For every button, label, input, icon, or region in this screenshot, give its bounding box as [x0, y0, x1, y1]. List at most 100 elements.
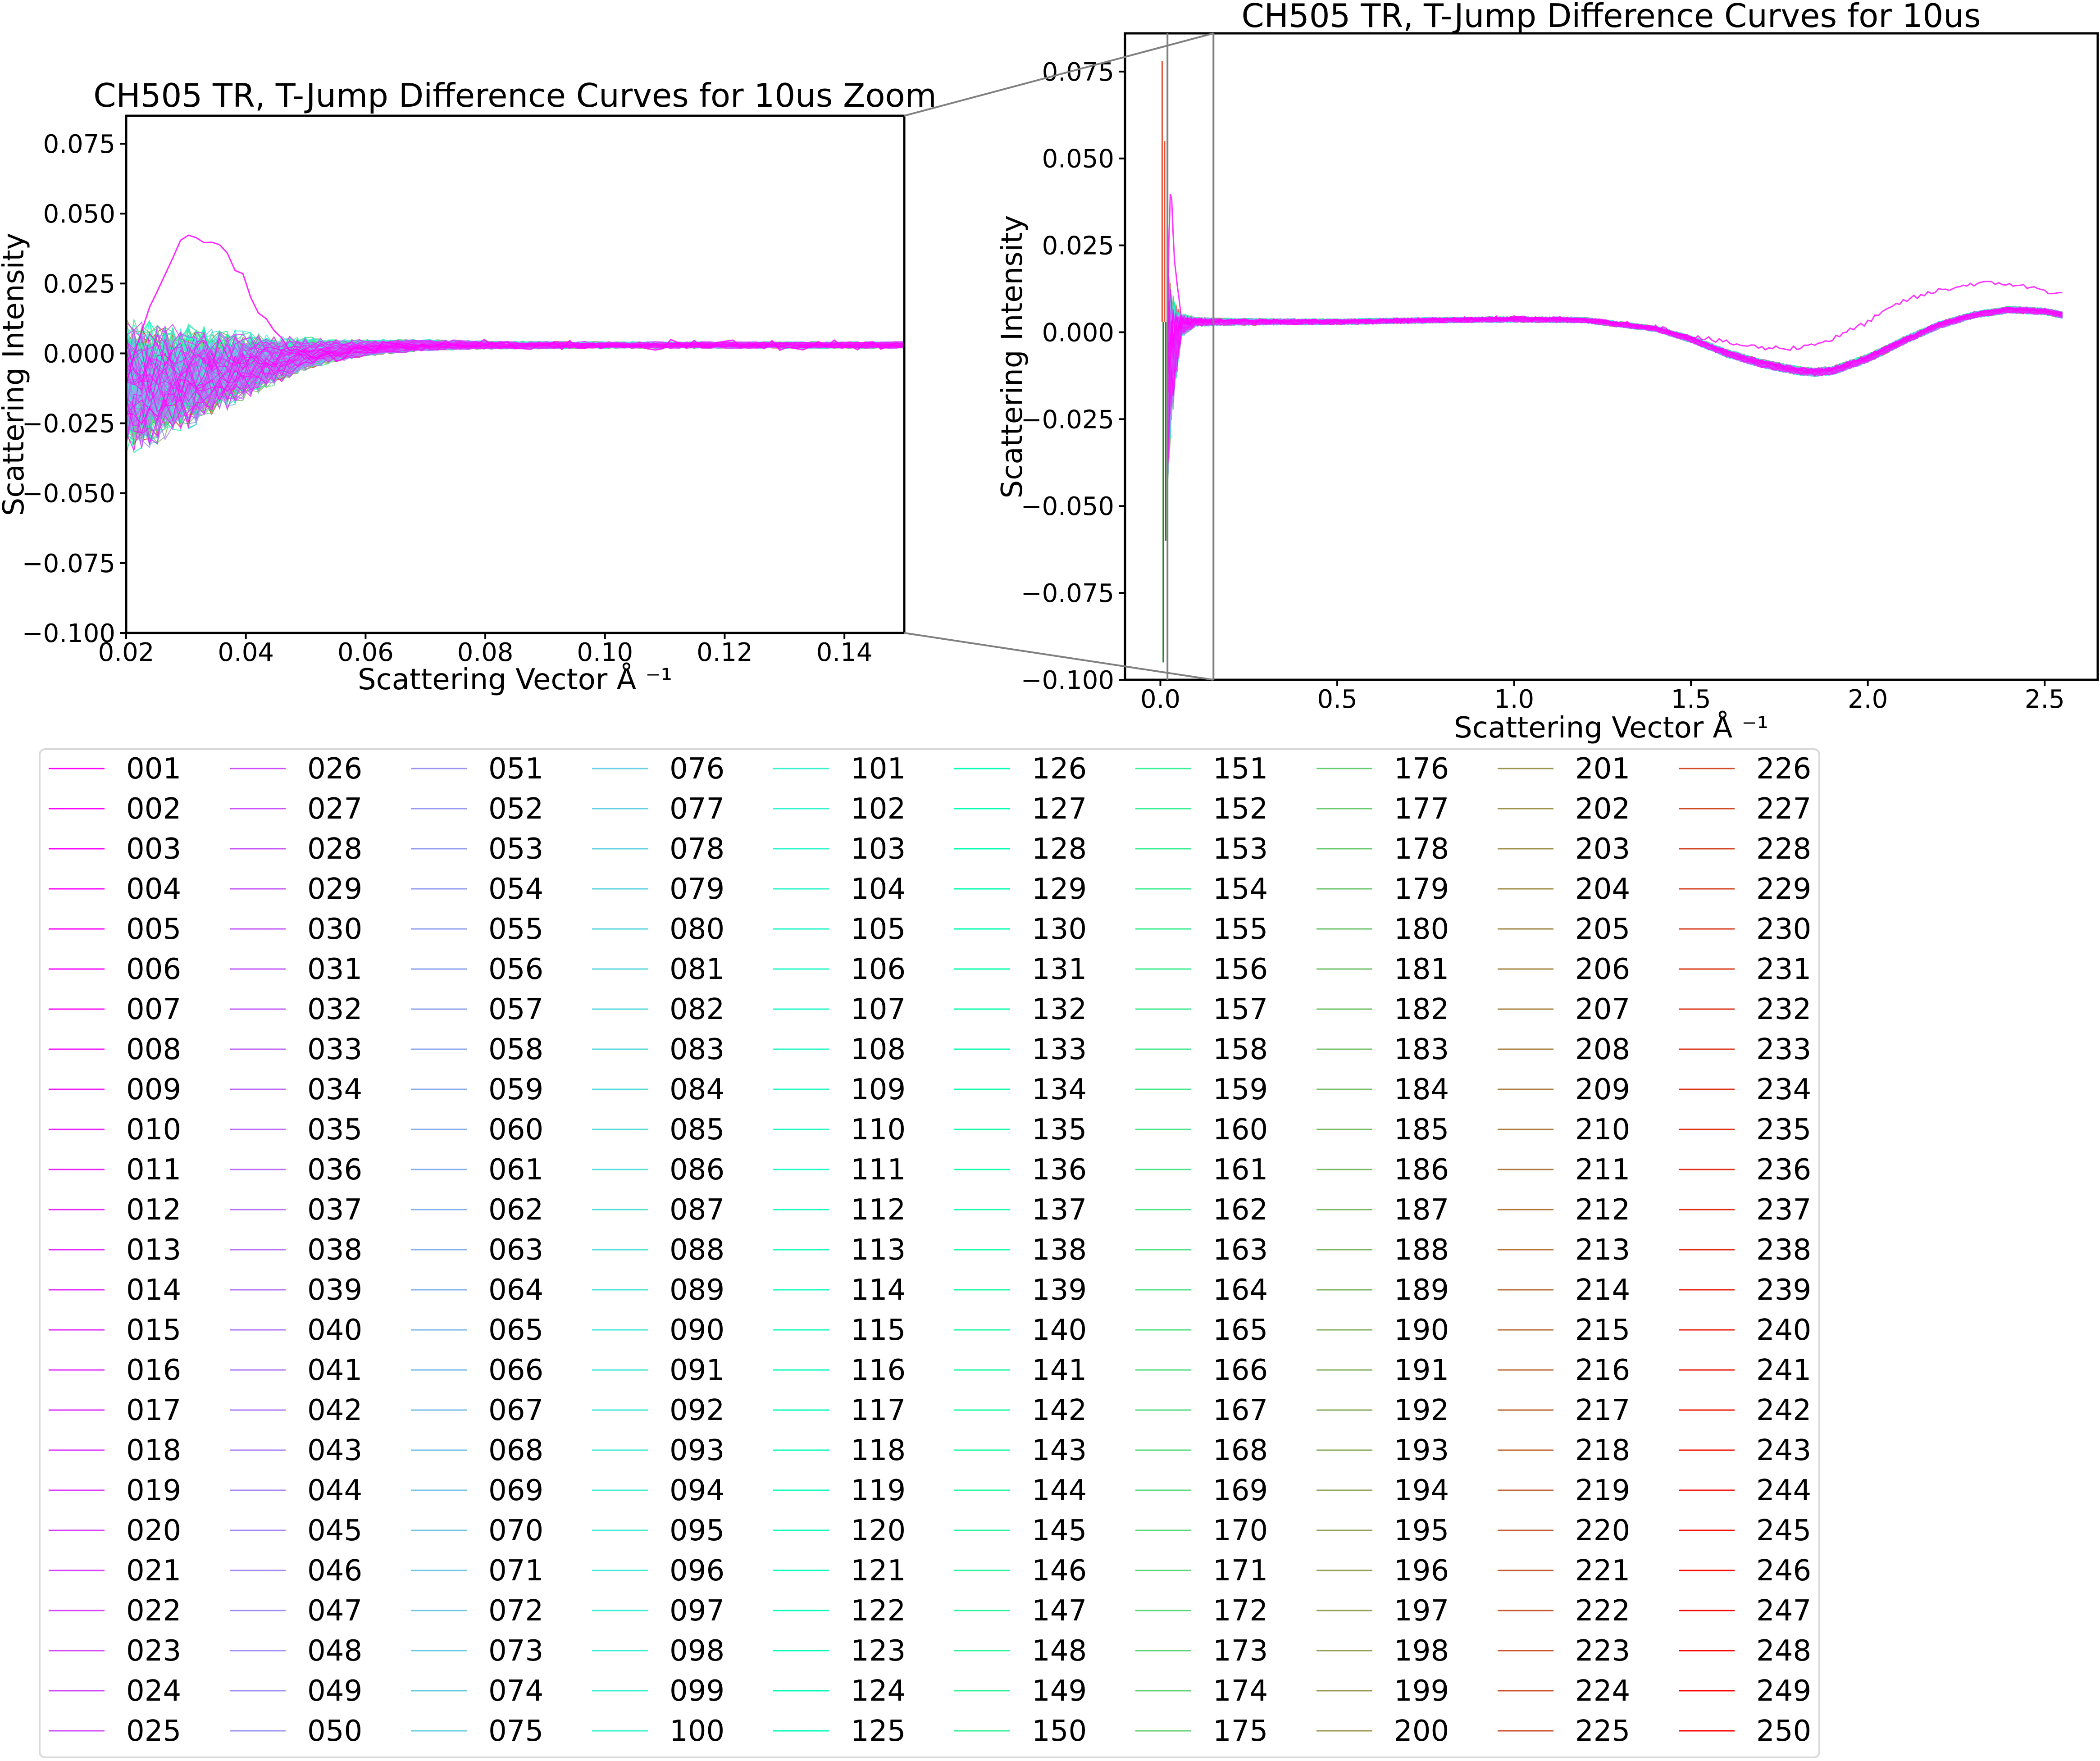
legend-label: 015 — [126, 1314, 181, 1347]
legend: 001 002 003 004 005 006 007 008 009 010 011 012 013 0… — [39, 748, 1820, 1758]
legend-label: 107 — [851, 993, 906, 1026]
legend-label: 034 — [307, 1073, 362, 1106]
y-tick-label: −0.100 — [1021, 666, 1114, 695]
legend-label: 184 — [1394, 1073, 1449, 1106]
legend-label: 159 — [1213, 1073, 1268, 1106]
legend-label: 101 — [851, 752, 906, 786]
legend-label: 029 — [307, 873, 362, 906]
legend-label: 117 — [851, 1394, 906, 1427]
legend-label: 152 — [1213, 792, 1268, 826]
legend-label: 071 — [488, 1554, 543, 1588]
legend-label: 172 — [1213, 1594, 1268, 1628]
legend-label: 141 — [1032, 1354, 1087, 1387]
zoom-series-line-003 — [126, 344, 904, 425]
legend-label: 150 — [1032, 1715, 1087, 1748]
full-series-line-027 — [1167, 307, 2063, 373]
full-y-ticks: −0.100−0.075−0.050−0.0250.0000.0250.0500… — [1021, 58, 1125, 695]
legend-label: 174 — [1213, 1675, 1268, 1708]
zoom-x-ticks: 0.02 0.04 0.06 0.08 0.10 0.12 0.14 — [98, 633, 872, 667]
full-x-ticks: 0.0 0.5 1.0 1.5 2.0 2.5 — [1140, 680, 2065, 714]
legend-label: 013 — [126, 1233, 181, 1267]
full-series-line-143 — [1167, 307, 2063, 373]
legend-label: 021 — [126, 1554, 181, 1588]
full-series-line-049 — [1167, 307, 2063, 373]
legend-label: 099 — [670, 1675, 724, 1708]
legend-label: 193 — [1394, 1434, 1449, 1467]
legend-label: 068 — [488, 1434, 543, 1467]
legend-label: 052 — [488, 792, 543, 826]
full-series-line-156 — [1167, 306, 2063, 373]
full-series-line-168 — [1167, 306, 2063, 372]
full-series-line-203 — [1167, 308, 2063, 373]
legend-label: 250 — [1756, 1715, 1811, 1748]
legend-label: 247 — [1756, 1594, 1811, 1628]
x-tick-label: 0.04 — [218, 638, 274, 667]
full-series-line-061 — [1167, 308, 2063, 373]
legend-label: 134 — [1032, 1073, 1087, 1106]
legend-label: 084 — [670, 1073, 724, 1106]
legend-label: 242 — [1756, 1394, 1811, 1427]
zoom-chart: CH505 TR, T-Jump Difference Curves for 1… — [0, 77, 937, 696]
full-series-line-187 — [1167, 307, 2063, 373]
full-series-line-124 — [1167, 301, 2063, 372]
legend-label: 098 — [670, 1634, 724, 1668]
legend-label: 199 — [1394, 1675, 1449, 1708]
legend-label: 190 — [1394, 1314, 1449, 1347]
legend-label: 112 — [851, 1193, 906, 1227]
legend-label: 153 — [1213, 833, 1268, 866]
legend-label: 103 — [851, 833, 906, 866]
y-tick-label: −0.100 — [22, 619, 115, 648]
legend-label: 148 — [1032, 1634, 1087, 1668]
zoom-chart-title: CH505 TR, T-Jump Difference Curves for 1… — [93, 77, 936, 114]
full-series-line-201 — [1167, 308, 2063, 373]
legend-label: 096 — [670, 1554, 724, 1588]
legend-label: 080 — [670, 913, 724, 946]
legend-label: 073 — [488, 1634, 543, 1668]
full-series-line-057 — [1167, 310, 2063, 489]
x-tick-label: 0.5 — [1317, 685, 1357, 714]
legend-label: 243 — [1756, 1434, 1811, 1467]
full-series-line-004 — [1167, 310, 2063, 476]
full-series-line-055 — [1167, 306, 2063, 376]
full-series-line-009 — [1167, 300, 2063, 373]
legend-label: 003 — [126, 833, 181, 866]
legend-label: 216 — [1575, 1354, 1630, 1387]
legend-label: 011 — [126, 1153, 181, 1187]
legend-label: 139 — [1032, 1274, 1087, 1307]
legend-label: 145 — [1032, 1514, 1087, 1547]
legend-label: 136 — [1032, 1153, 1087, 1187]
y-tick-label: 0.050 — [1042, 145, 1114, 174]
legend-label: 059 — [488, 1073, 543, 1106]
zoom-x-axis-label: Scattering Vector Å ⁻¹ — [358, 662, 672, 696]
legend-label: 231 — [1756, 953, 1811, 986]
legend-label: 105 — [851, 913, 906, 946]
zoom-y-ticks: −0.100 −0.075 −0.050 −0.025 0.000 0.025 0.050 0… — [22, 130, 126, 648]
y-tick-label: −0.025 — [22, 410, 115, 439]
legend-label: 147 — [1032, 1594, 1087, 1628]
legend-label: 060 — [488, 1113, 543, 1147]
legend-label: 140 — [1032, 1314, 1087, 1347]
full-series-line-010 — [1167, 306, 2063, 373]
legend-label: 070 — [488, 1514, 543, 1547]
legend-label: 109 — [851, 1073, 906, 1106]
legend-label: 188 — [1394, 1233, 1449, 1267]
y-tick-label: −0.050 — [1021, 492, 1114, 521]
legend-label: 072 — [488, 1594, 543, 1628]
legend-label: 217 — [1575, 1394, 1630, 1427]
legend-label: 104 — [851, 873, 906, 906]
legend-label: 061 — [488, 1153, 543, 1187]
legend-label: 204 — [1575, 873, 1630, 906]
x-tick-label: 0.0 — [1140, 685, 1180, 714]
full-series-line-088 — [1167, 305, 2063, 371]
legend-label: 051 — [488, 752, 543, 786]
full-series-line-008 — [1167, 310, 2063, 471]
legend-label: 238 — [1756, 1233, 1811, 1267]
legend-label: 063 — [488, 1233, 543, 1267]
legend-label: 205 — [1575, 913, 1630, 946]
full-series-line-066 — [1167, 307, 2063, 374]
legend-label: 143 — [1032, 1434, 1087, 1467]
legend-label: 191 — [1394, 1354, 1449, 1387]
legend-label: 108 — [851, 1033, 906, 1066]
legend-label: 161 — [1213, 1153, 1268, 1187]
legend-label: 155 — [1213, 913, 1268, 946]
